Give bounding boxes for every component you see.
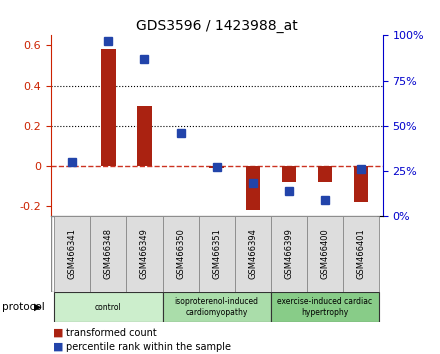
Bar xyxy=(343,216,379,292)
Bar xyxy=(246,166,260,210)
Bar xyxy=(54,292,162,322)
Text: protocol: protocol xyxy=(2,302,45,312)
Text: GSM466399: GSM466399 xyxy=(284,229,293,279)
Bar xyxy=(271,216,307,292)
Text: ■: ■ xyxy=(53,328,63,338)
Text: exercise-induced cardiac
hypertrophy: exercise-induced cardiac hypertrophy xyxy=(278,297,373,317)
Text: transformed count: transformed count xyxy=(66,328,157,338)
Bar xyxy=(137,105,152,166)
Bar xyxy=(126,216,162,292)
Text: percentile rank within the sample: percentile rank within the sample xyxy=(66,342,231,352)
Text: GSM466401: GSM466401 xyxy=(357,229,366,279)
Bar xyxy=(235,216,271,292)
Bar xyxy=(54,216,90,292)
Bar xyxy=(354,166,368,202)
Text: GSM466350: GSM466350 xyxy=(176,229,185,279)
Bar xyxy=(162,216,198,292)
Bar xyxy=(318,166,332,182)
Text: GSM466394: GSM466394 xyxy=(248,229,257,279)
Bar xyxy=(282,166,296,182)
Text: ▶: ▶ xyxy=(34,302,41,312)
Bar xyxy=(90,216,126,292)
Text: ■: ■ xyxy=(53,342,63,352)
Bar xyxy=(101,50,116,166)
Bar xyxy=(271,292,379,322)
Text: GSM466341: GSM466341 xyxy=(68,229,77,279)
Bar xyxy=(198,216,235,292)
Title: GDS3596 / 1423988_at: GDS3596 / 1423988_at xyxy=(136,19,297,33)
Bar xyxy=(162,292,271,322)
Bar xyxy=(209,166,224,168)
Text: control: control xyxy=(95,303,122,312)
Text: GSM466348: GSM466348 xyxy=(104,228,113,280)
Text: GSM466351: GSM466351 xyxy=(212,229,221,279)
Bar xyxy=(307,216,343,292)
Text: GSM466400: GSM466400 xyxy=(320,229,330,279)
Text: GSM466349: GSM466349 xyxy=(140,229,149,279)
Text: isoproterenol-induced
cardiomyopathy: isoproterenol-induced cardiomyopathy xyxy=(175,297,259,317)
